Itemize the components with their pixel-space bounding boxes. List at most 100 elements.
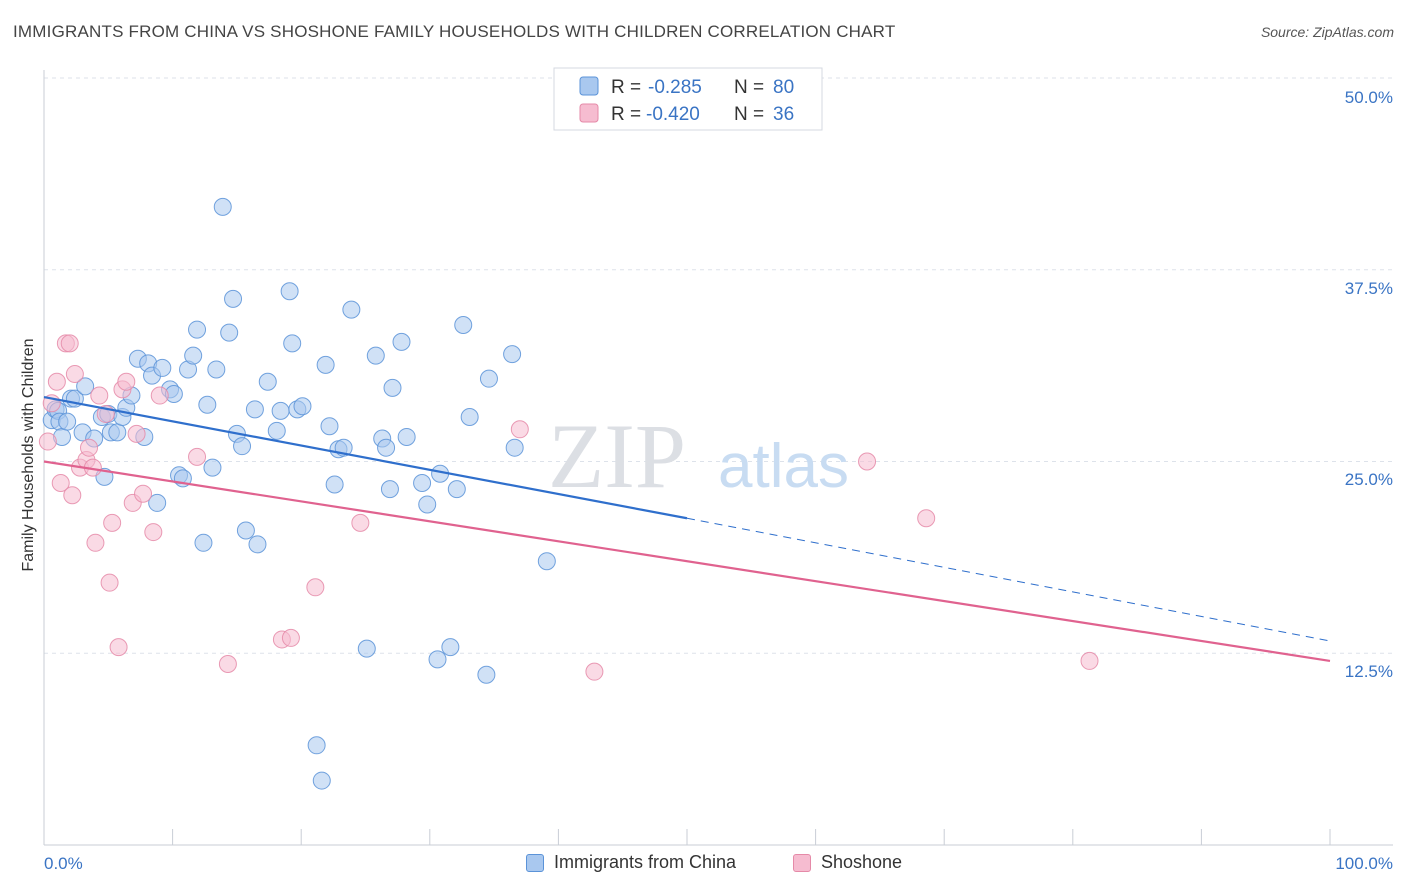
point-china-42 — [245, 400, 264, 419]
point-china-51 — [307, 736, 326, 755]
point-china-78 — [505, 438, 524, 457]
point-china-5 — [58, 412, 77, 431]
point-china-46 — [271, 401, 290, 420]
point-china-59 — [357, 639, 376, 658]
tick-labels: 0.0% 100.0% 12.5% 25.0% 37.5% 50.0% — [44, 88, 1393, 873]
point-china-74 — [460, 408, 479, 427]
point-china-55 — [325, 475, 344, 494]
point-china-34 — [203, 458, 222, 477]
y-tick-label-2: 37.5% — [1345, 279, 1393, 298]
point-china-33 — [198, 395, 217, 414]
point-china-37 — [220, 323, 239, 342]
point-china-53 — [316, 355, 335, 374]
point-china-35 — [207, 360, 226, 379]
legend-swatch-shoshone-bottom — [793, 853, 811, 872]
point-shoshone-10 — [80, 438, 99, 457]
point-shoshone-6 — [63, 486, 82, 505]
legend-item-shoshone: Shoshone — [793, 852, 902, 873]
point-china-54 — [320, 417, 339, 436]
zipatlas-watermark: ZIP atlas — [548, 405, 849, 507]
point-china-50 — [293, 397, 312, 416]
series-legend: Immigrants from China Shoshone — [0, 852, 1406, 876]
point-china-31 — [188, 320, 207, 339]
legend-swatch-china-bottom — [526, 853, 544, 872]
point-china-15 — [108, 423, 127, 442]
point-shoshone-25 — [188, 447, 207, 466]
point-shoshone-31 — [510, 420, 529, 439]
point-china-76 — [479, 369, 498, 388]
point-shoshone-21 — [127, 424, 146, 443]
point-china-69 — [428, 650, 447, 669]
point-china-47 — [280, 282, 299, 301]
point-china-62 — [377, 438, 396, 457]
point-china-75 — [477, 665, 496, 684]
point-china-66 — [397, 427, 416, 446]
point-shoshone-5 — [60, 334, 79, 353]
point-china-36 — [213, 197, 232, 216]
point-china-23 — [148, 493, 167, 512]
point-shoshone-13 — [90, 386, 109, 405]
point-china-64 — [383, 378, 402, 397]
legend-r-label-china: R = — [611, 77, 641, 98]
legend-swatch-shoshone — [579, 103, 599, 123]
legend-label-china: Immigrants from China — [554, 852, 737, 872]
point-china-65 — [392, 332, 411, 351]
point-shoshone-19 — [117, 372, 136, 391]
point-china-9 — [76, 377, 95, 396]
point-china-30 — [184, 346, 203, 365]
point-china-38 — [224, 289, 243, 308]
point-china-32 — [194, 533, 213, 552]
point-china-67 — [413, 473, 432, 492]
trend-line-shoshone — [43, 460, 1331, 663]
point-china-72 — [447, 480, 466, 499]
point-shoshone-32 — [585, 662, 604, 681]
x-axis — [43, 70, 1393, 846]
legend-swatch-china — [579, 76, 599, 96]
point-shoshone-7 — [65, 365, 84, 384]
trend-line-china-extrapolated — [686, 517, 1331, 642]
point-shoshone-29 — [306, 578, 325, 597]
point-shoshone-3 — [51, 473, 70, 492]
point-shoshone-34 — [917, 509, 936, 528]
point-shoshone-28 — [281, 628, 300, 647]
point-shoshone-30 — [351, 513, 370, 532]
legend-n-value-shoshone: 36 — [773, 104, 794, 125]
legend-n-label-shoshone: N = — [734, 104, 764, 125]
point-shoshone-23 — [144, 523, 163, 542]
source-label: Source: ZipAtlas.com — [1260, 24, 1394, 40]
watermark-atlas: atlas — [718, 432, 849, 501]
watermark-zip: ZIP — [548, 405, 686, 507]
legend-label-shoshone: Shoshone — [821, 852, 903, 872]
point-shoshone-33 — [858, 452, 877, 471]
point-china-68 — [418, 495, 437, 514]
point-shoshone-26 — [218, 654, 237, 673]
point-shoshone-2 — [47, 372, 66, 391]
point-china-58 — [342, 300, 361, 319]
point-china-48 — [283, 334, 302, 353]
point-shoshone-22 — [134, 484, 153, 503]
legend-r-value-china: -0.285 — [648, 77, 702, 98]
legend-n-label-china: N = — [734, 77, 764, 98]
data-points — [38, 197, 1099, 790]
y-tick-label-0: 12.5% — [1345, 662, 1393, 681]
point-china-24 — [153, 358, 172, 377]
point-china-44 — [258, 372, 277, 391]
point-china-79 — [537, 552, 556, 571]
point-china-60 — [366, 346, 385, 365]
point-china-77 — [503, 345, 522, 364]
point-china-63 — [380, 480, 399, 499]
point-shoshone-15 — [100, 573, 119, 592]
legend-r-label-shoshone: R = — [611, 104, 641, 125]
point-china-40 — [233, 437, 252, 456]
point-china-73 — [454, 315, 473, 334]
legend-r-value-shoshone: -0.420 — [646, 104, 700, 125]
point-china-45 — [267, 421, 286, 440]
legend-item-china: Immigrants from China — [526, 852, 736, 873]
point-shoshone-16 — [103, 513, 122, 532]
y-tick-label-3: 50.0% — [1345, 88, 1393, 107]
point-shoshone-12 — [86, 533, 105, 552]
legend-n-value-china: 80 — [773, 77, 794, 98]
point-china-43 — [248, 535, 267, 554]
point-shoshone-0 — [38, 432, 57, 451]
